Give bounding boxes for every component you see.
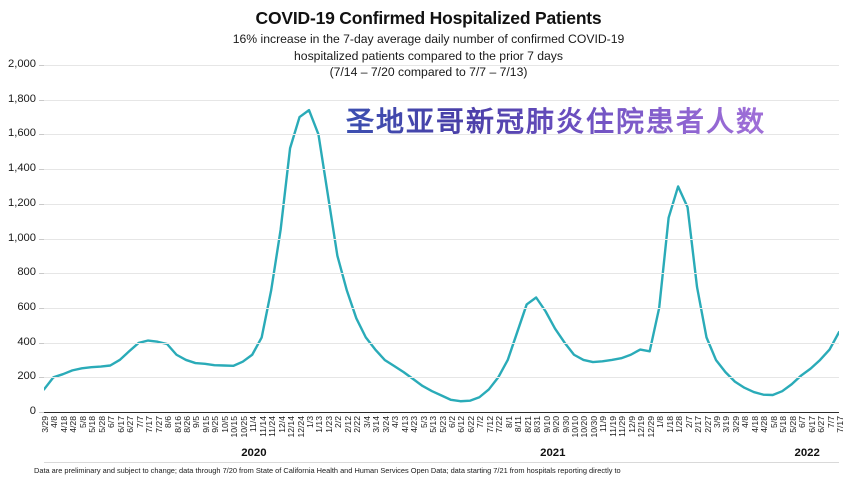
y-axis-tick [39, 65, 44, 66]
year-label: 2020 [241, 447, 267, 459]
subtitle-line-1: 16% increase in the 7-day average daily … [232, 32, 625, 46]
gridline [44, 273, 839, 275]
x-axis-label: 6/27 [125, 416, 136, 433]
x-axis-label: 5/18 [87, 416, 98, 433]
x-axis-label: 12/14 [286, 416, 297, 438]
x-axis-label: 6/7 [797, 416, 808, 428]
y-axis-tick [39, 238, 44, 240]
gridline [44, 377, 839, 379]
gridline [44, 307, 839, 309]
gridline [44, 99, 839, 101]
x-axis-label: 4/8 [49, 416, 60, 428]
x-axis-label: 10/20 [579, 416, 590, 438]
x-axis-label: 9/5 [191, 416, 202, 428]
y-axis-label: 400 [17, 335, 36, 348]
x-axis-label: 4/3 [390, 416, 401, 428]
x-axis-label: 6/7 [106, 416, 117, 428]
x-axis-label: 2/22 [352, 416, 363, 433]
x-axis-label: 2/27 [702, 416, 713, 433]
series-line [44, 110, 839, 401]
x-axis-label: 7/17 [835, 416, 845, 433]
x-axis-label: 8/16 [172, 416, 183, 433]
x-axis-label: 7/2 [475, 416, 486, 428]
x-axis-label: 11/24 [267, 416, 278, 437]
gridline [44, 169, 839, 171]
x-axis-label: 7/17 [144, 416, 155, 433]
x-axis-label: 9/25 [210, 416, 221, 433]
x-axis-label: 3/14 [371, 416, 382, 433]
x-axis-label: 4/23 [409, 416, 420, 433]
gridline [44, 203, 839, 205]
year-label: 2021 [540, 447, 566, 459]
gridline [44, 134, 839, 136]
x-axis-label: 7/22 [494, 416, 505, 433]
gridline [44, 65, 839, 66]
x-axis-label: 5/18 [778, 416, 789, 433]
x-axis-label: 2/2 [333, 416, 344, 428]
year-label: 2022 [794, 447, 820, 459]
y-axis-label: 800 [17, 266, 36, 279]
gridline [44, 342, 839, 344]
y-axis-tick [39, 169, 44, 171]
y-axis-tick [39, 342, 44, 344]
x-axis-label: 8/6 [163, 416, 174, 428]
footnote-text: Data are preliminary and subject to chan… [34, 466, 621, 475]
y-axis-tick [39, 134, 44, 136]
y-axis-tick [39, 99, 44, 101]
page-title: COVID-19 Confirmed Hospitalized Patients [255, 8, 602, 28]
x-axis-label: 11/9 [598, 416, 609, 433]
y-axis-label: 1,400 [8, 162, 36, 175]
plot-area [39, 65, 839, 414]
x-axis-label: 1/28 [674, 416, 685, 433]
y-axis-label: 200 [17, 370, 36, 383]
x-axis-label: 3/19 [721, 416, 732, 433]
y-axis-tick [39, 412, 44, 413]
y-axis-label: 2,000 [8, 58, 36, 70]
y-axis-label: 1,200 [8, 196, 36, 209]
x-axis-label: 1/13 [314, 416, 325, 433]
y-axis-label: 1,800 [8, 92, 36, 105]
x-axis-label: 4/28 [68, 416, 79, 433]
x-axis-label: 6/27 [816, 416, 827, 433]
hospitalization-line-series [44, 65, 839, 412]
x-axis-label: 5/23 [437, 416, 448, 433]
x-axis-label: 11/29 [617, 416, 628, 437]
x-axis-label: 6/12 [456, 416, 467, 433]
x-axis-label: 8/11 [513, 416, 524, 433]
y-axis-tick [39, 307, 44, 309]
x-axis-label: 5/13 [428, 416, 439, 433]
x-axis-label: 8/31 [532, 416, 543, 433]
footnote-divider [44, 462, 839, 463]
chinese-annotation: 圣地亚哥新冠肺炎住院患者人数 [346, 100, 766, 140]
x-axis-line [44, 412, 839, 414]
x-axis-label: 4/28 [759, 416, 770, 433]
y-axis-tick [39, 377, 44, 379]
x-axis-label: 1/8 [655, 416, 666, 428]
subtitle-line-2: hospitalized patients compared to the pr… [294, 48, 563, 63]
y-axis-label: 0 [29, 405, 36, 417]
gridline [44, 238, 839, 240]
y-axis-label: 1,000 [8, 231, 36, 244]
y-axis-tick [39, 273, 44, 275]
x-axis-label: 4/8 [740, 416, 751, 428]
y-axis-tick [39, 203, 44, 205]
chart-subtitle: 16% increase in the 7-day average daily … [0, 31, 857, 81]
subtitle-line-3: (7/14 – 7/20 compared to 7/7 – 7/13) [329, 65, 528, 79]
x-axis-label: 11/4 [248, 416, 259, 433]
x-axis-label: 2/17 [693, 416, 704, 433]
y-axis-label: 1,600 [8, 127, 36, 140]
y-axis-label: 600 [17, 300, 36, 313]
x-axis-label: 12/19 [636, 416, 647, 438]
x-axis-label: 9/20 [551, 416, 562, 433]
x-axis-label: 10/15 [229, 416, 240, 438]
x-axis-labels: 3/29 4/8 4/18 4/28 5/8 5/18 5/28 6/7 6/17 6/27 7/7… [40, 416, 845, 454]
